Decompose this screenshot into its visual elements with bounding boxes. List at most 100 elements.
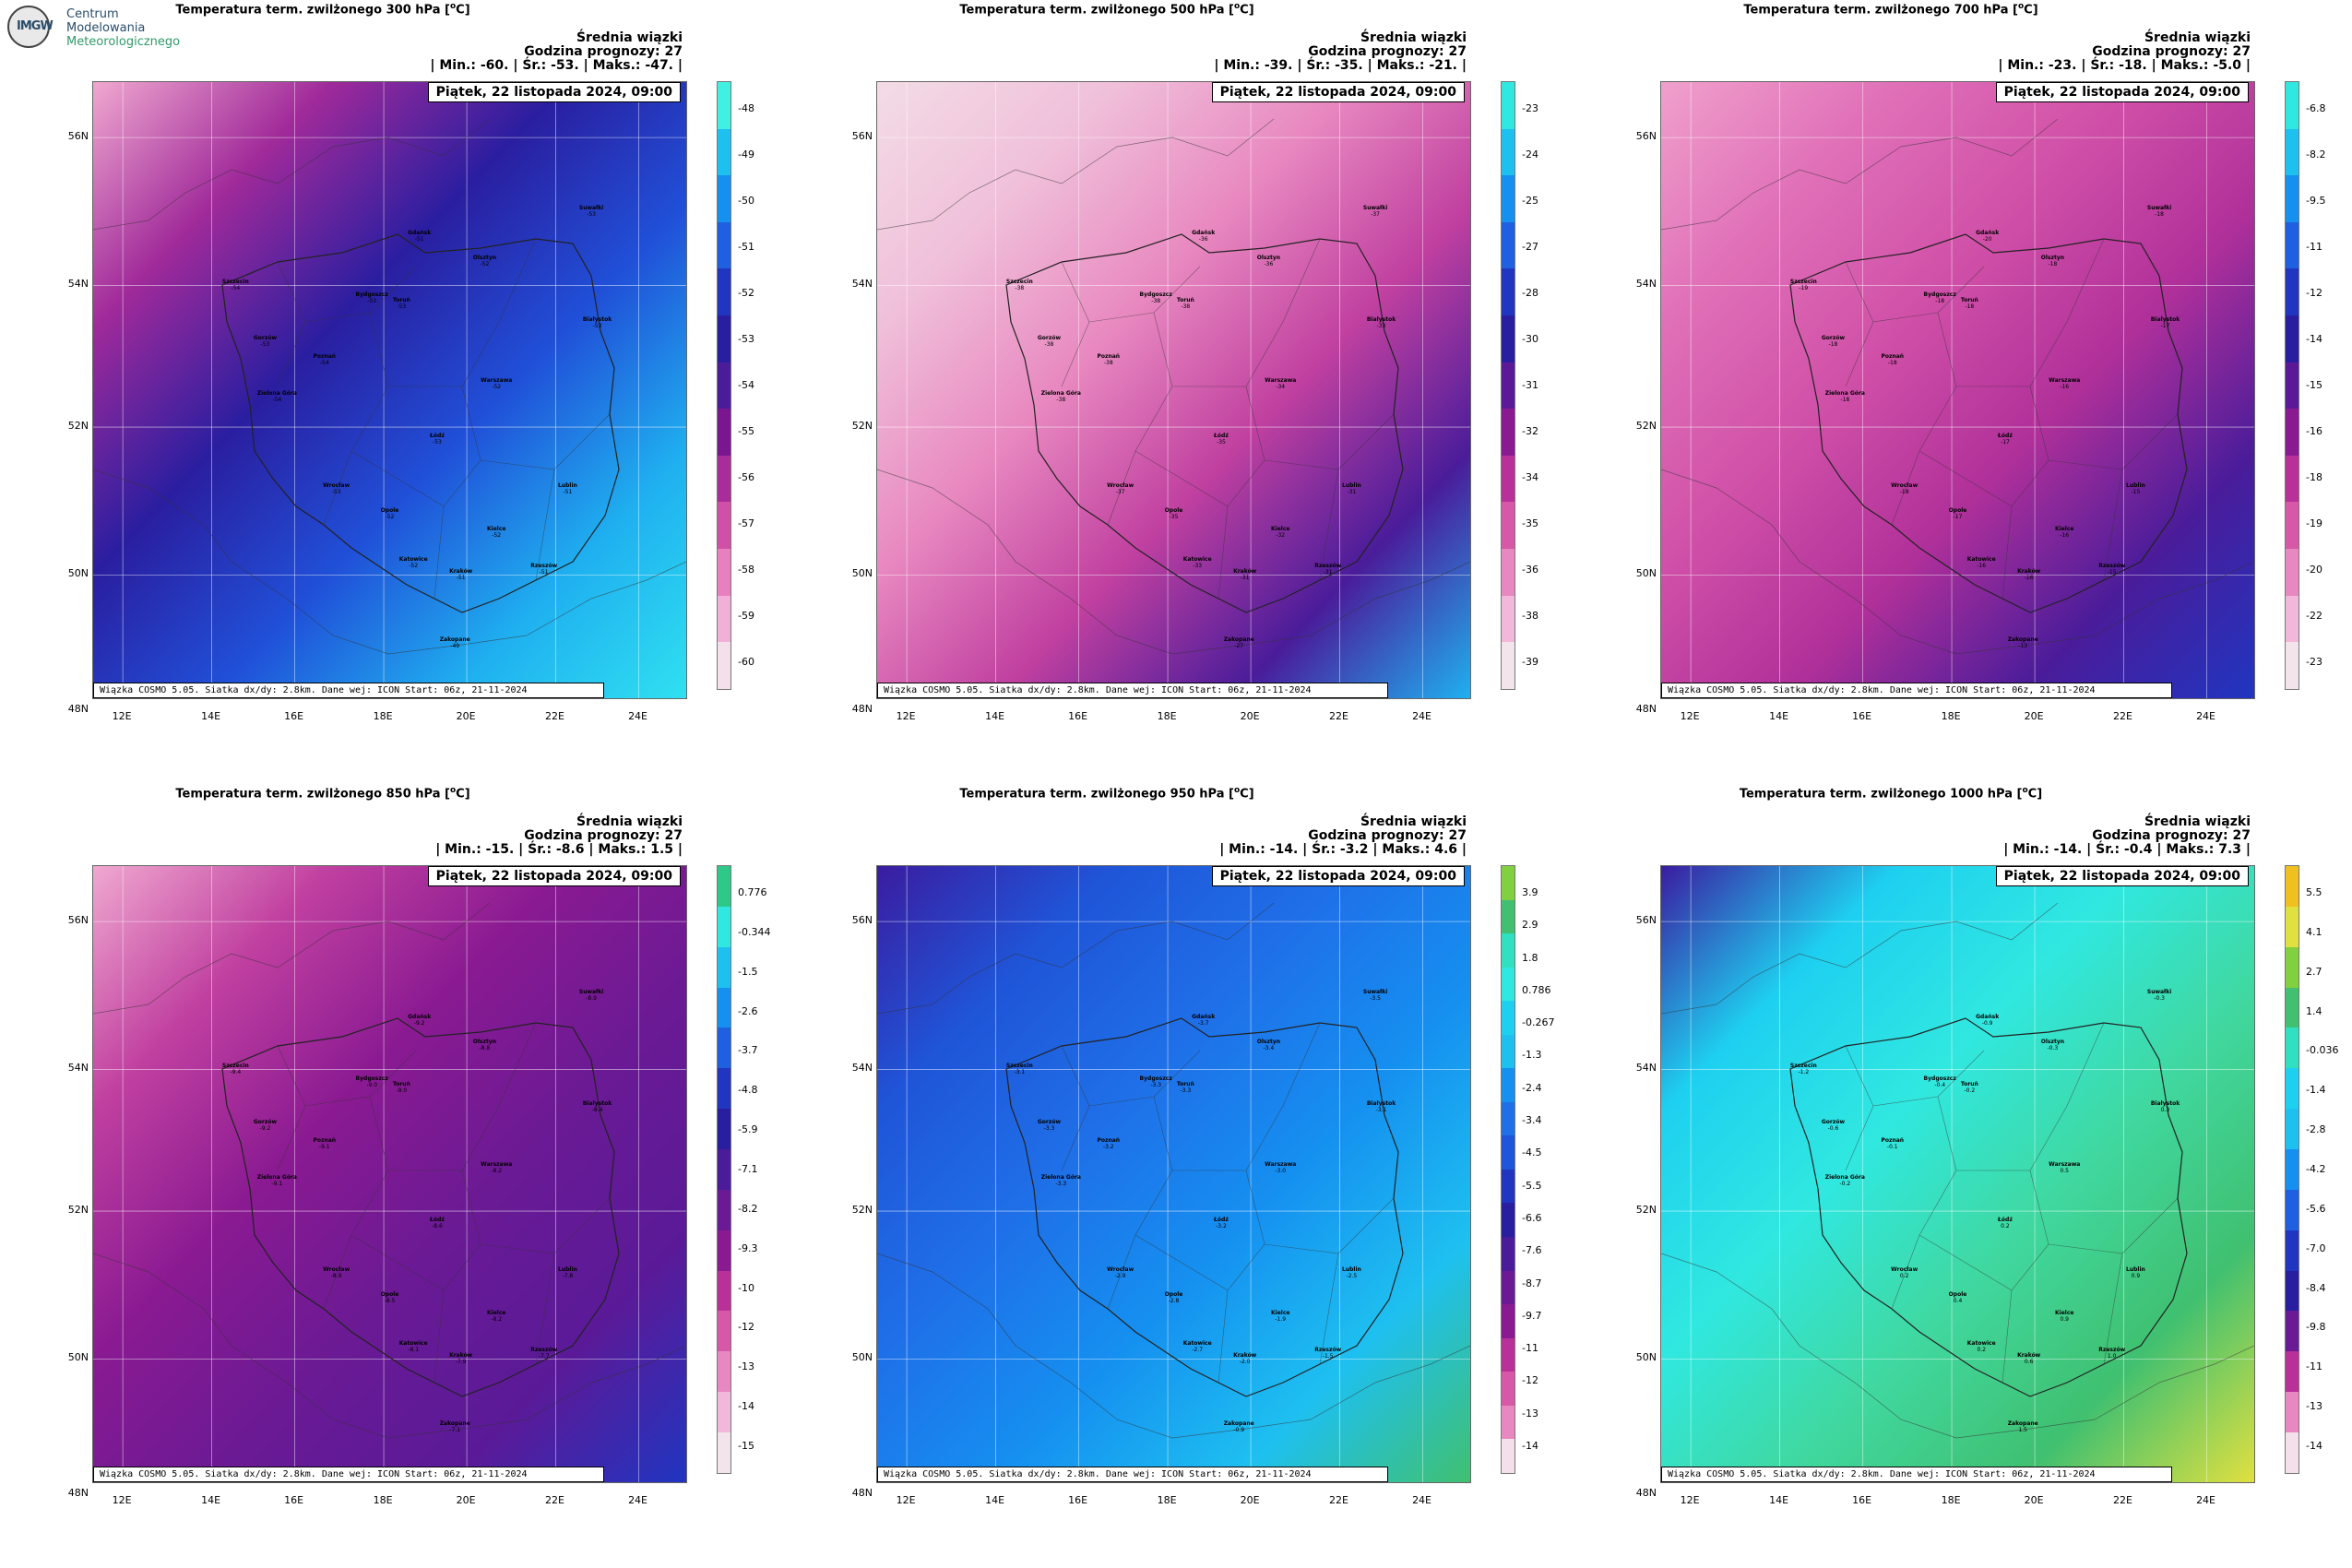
city-name: Wrocław (1891, 1265, 1918, 1273)
lat-label: 48N (851, 703, 873, 716)
colorbar-label: -0.036 (2306, 1044, 2339, 1057)
stats-line: | Min.: -39. | Śr.: -35. | Maks.: -21. | (1214, 58, 1467, 73)
map-panel: Temperatura term. zwilżonego 500 hPa [oC… (784, 0, 1568, 784)
city-marker: Opole 0.4 (1949, 1291, 1967, 1304)
lon-label: 24E (1412, 1494, 1432, 1506)
colorbar-segment (1502, 82, 1515, 129)
colorbar-segment (1502, 1237, 1515, 1271)
colorbar-segment (2286, 906, 2299, 947)
city-name: Poznań (1881, 352, 1905, 360)
city-name: Kraków (1233, 568, 1257, 576)
city-value: -0.1 (1886, 1143, 1898, 1150)
colorbar-label: -18 (2306, 471, 2322, 483)
city-value: -3.3 (1043, 1124, 1055, 1132)
city-marker: Kraków 0.6 (2017, 1352, 2040, 1365)
stats-line: | Min.: -14. | Śr.: -3.2 | Maks.: 4.6 | (1219, 842, 1467, 857)
city-marker: Wrocław -8.9 (323, 1266, 350, 1279)
poland-border (1789, 1017, 2188, 1397)
colorbar-label: -9.8 (2306, 1321, 2326, 1334)
colorbar-segment (2286, 866, 2299, 907)
colorbar-segment (1502, 1169, 1515, 1204)
city-name: Kielce (1271, 525, 1290, 532)
colorbar-label: -8.2 (2306, 148, 2326, 160)
colorbar-label: -35 (1522, 517, 1538, 529)
city-name: Gorzów (1037, 1118, 1062, 1125)
city-marker: Szczecin -9.4 (222, 1063, 249, 1075)
city-value: -2.9 (1114, 1272, 1126, 1279)
lon-label: 12E (112, 1494, 132, 1506)
avg-label: Średnia wiązki (2144, 814, 2251, 829)
city-marker: Katowice -8.1 (399, 1340, 428, 1353)
city-marker: Kraków -51 (449, 568, 472, 581)
panel-title: Temperatura term. zwilżonego 850 hPa [oC… (0, 786, 646, 801)
city-value: -15 (2107, 568, 2117, 576)
colorbar-label: -7.0 (2306, 1241, 2326, 1254)
city-value: -9.1 (318, 1143, 330, 1150)
colorbar-label: -2.8 (2306, 1123, 2326, 1136)
colorbar-label: 1.8 (1522, 951, 1538, 964)
city-value: -9.0 (366, 1081, 378, 1088)
city-name: Katowice (398, 1340, 428, 1348)
city-marker: Warszawa -16 (2049, 377, 2080, 390)
map-panel: Temperatura term. zwilżonego 850 hPa [oC… (0, 784, 784, 1568)
city-name: Toruń (392, 297, 410, 304)
city-name: Rzeszów (530, 1346, 558, 1353)
city-value: -18 (2048, 260, 2058, 267)
city-value: -8.9 (586, 995, 597, 1003)
city-marker: Zielona Góra -38 (1041, 390, 1081, 403)
city-value: -49 (450, 642, 460, 649)
logo-line1: Centrum (66, 7, 119, 21)
city-marker: Lublin -51 (558, 482, 577, 495)
city-value: -34 (1276, 384, 1286, 391)
field-shading (877, 82, 1470, 698)
city-value: -16 (1977, 563, 1987, 570)
city-value: -18 (1935, 297, 1945, 304)
city-name: Bydgoszcz (355, 291, 388, 298)
city-value: -54 (272, 396, 282, 403)
colorbar-segment (718, 642, 731, 689)
voivodeship-borders (1845, 1022, 2179, 1384)
city-marker: Rzeszów -31 (1314, 563, 1341, 576)
lat-label: 56N (67, 130, 89, 143)
lon-label: 16E (1068, 1494, 1088, 1506)
field-shading (93, 866, 686, 1482)
city-value: -8.1 (408, 1347, 420, 1354)
colorbar-label: -13 (1522, 1407, 1538, 1420)
colorbar-segment (1502, 175, 1515, 222)
city-name: Gdańsk (1976, 230, 2000, 236)
panel-title-text: Temperatura term. zwilżonego 1000 hPa [ (1739, 787, 2023, 802)
city-value: -9.4 (230, 1069, 242, 1076)
city-value: -3.1 (1375, 1106, 1387, 1113)
lat-label: 52N (851, 420, 873, 433)
colorbar-segment (2286, 1109, 2299, 1150)
city-name: Łódź (1998, 1217, 2013, 1224)
city-marker: Suwałki -53 (579, 205, 603, 218)
city-value: -31 (1347, 488, 1357, 495)
city-value: -17 (2001, 439, 2010, 446)
panel-title: Temperatura term. zwilżonego 1000 hPa [o… (1568, 786, 2214, 801)
city-value: 0.9 (2131, 1272, 2141, 1279)
city-marker: Toruń -18 (1961, 297, 1978, 310)
city-marker: Kielce -1.9 (1271, 1310, 1289, 1323)
city-value: -9.1 (271, 1180, 283, 1187)
city-value: -35 (1169, 513, 1179, 520)
colorbar-label: -4.5 (1522, 1146, 1542, 1159)
colorbar-label: -60 (738, 656, 754, 668)
colorbar-label: -20 (2306, 564, 2322, 576)
valid-date: Piątek, 22 listopada 2024, 09:00 (427, 866, 681, 886)
city-value: 1.0 (2107, 1352, 2117, 1360)
colorbar-segment (718, 595, 731, 643)
colorbar-segment (718, 175, 731, 222)
lon-label: 20E (1240, 710, 1260, 722)
coastline (1661, 118, 2254, 655)
forecast-hour: Godzina prognozy: 27 (2092, 44, 2251, 59)
colorbar-label: -4.8 (738, 1084, 758, 1097)
colorbar-label: -28 (1522, 287, 1538, 299)
city-marker: Warszawa -52 (481, 377, 512, 390)
city-name: Zakopane (439, 636, 470, 643)
colorbar-label: -6.8 (2306, 102, 2326, 114)
city-marker: Opole -2.8 (1165, 1291, 1183, 1304)
city-marker: Lublin 0.9 (2126, 1266, 2145, 1279)
city-value: -7.8 (562, 1272, 574, 1279)
city-name: Toruń (1176, 1081, 1194, 1088)
